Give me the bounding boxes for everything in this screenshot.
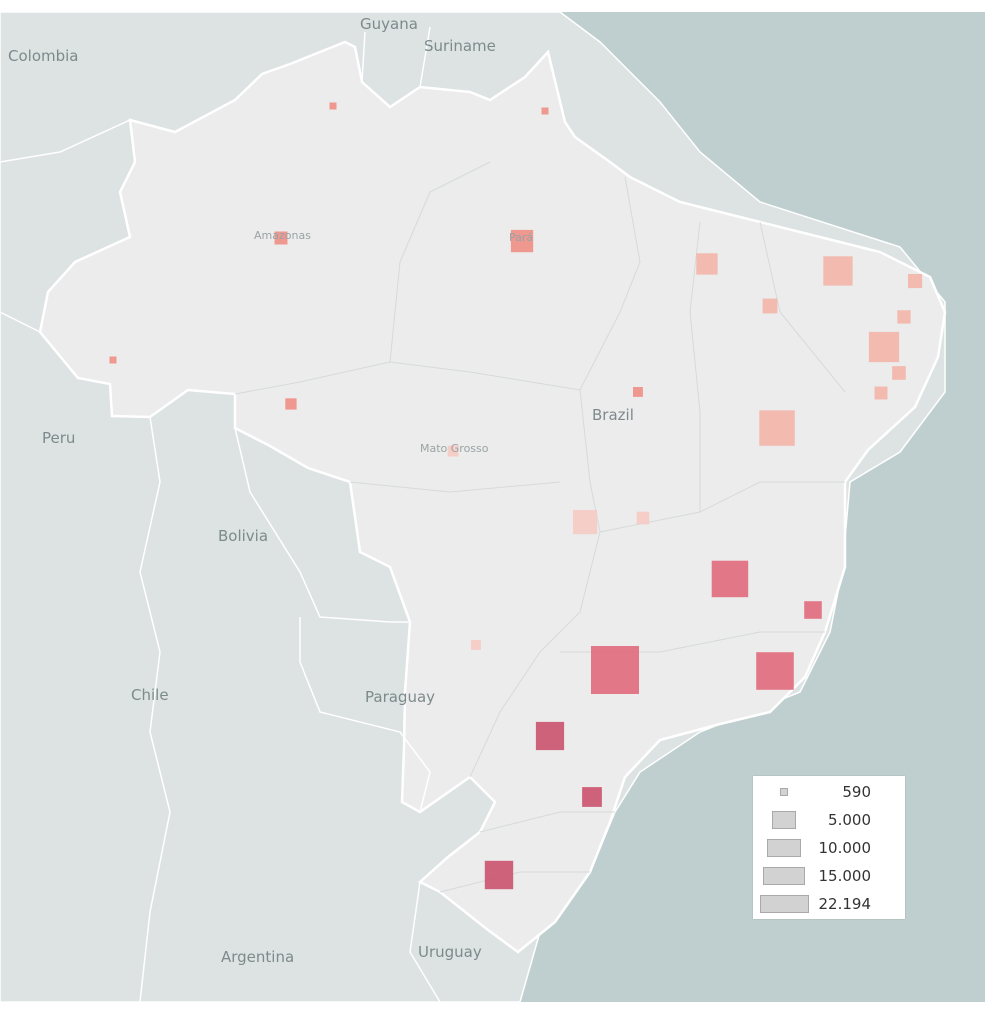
state-label-amazonas: Amazonas <box>254 229 311 242</box>
country-label-colombia: Colombia <box>8 47 79 65</box>
data-point-square[interactable] <box>573 510 598 535</box>
legend-label: 10.000 <box>818 839 872 857</box>
country-label-peru: Peru <box>42 429 75 447</box>
legend-swatch <box>772 811 796 829</box>
legend-row: 22.194 <box>753 890 905 918</box>
data-point-square[interactable] <box>329 102 337 110</box>
legend-label: 590 <box>842 783 871 801</box>
data-point-square[interactable] <box>447 445 459 457</box>
country-label-brazil: Brazil <box>592 406 634 424</box>
country-label-uruguay: Uruguay <box>418 943 482 961</box>
legend-swatch <box>763 867 805 885</box>
data-point-square[interactable] <box>762 298 778 314</box>
state-label-para: Pará <box>509 231 533 244</box>
data-point-square[interactable] <box>510 229 534 253</box>
country-borders <box>0 26 441 1002</box>
data-point-square[interactable] <box>804 601 822 619</box>
data-point-square[interactable] <box>897 310 911 324</box>
country-label-chile: Chile <box>131 686 169 704</box>
data-point-square[interactable] <box>759 410 795 446</box>
country-label-guyana: Guyana <box>360 15 418 33</box>
legend-label: 22.194 <box>818 895 872 913</box>
data-point-square[interactable] <box>908 274 923 289</box>
data-point-square[interactable] <box>756 652 794 690</box>
country-label-bolivia: Bolivia <box>218 527 268 545</box>
data-point-square[interactable] <box>892 366 906 380</box>
data-point-square[interactable] <box>285 398 297 410</box>
data-point-square[interactable] <box>484 860 514 890</box>
data-point-square[interactable] <box>591 646 639 694</box>
size-legend: 590 5.000 10.000 15.000 22.194 <box>753 776 905 919</box>
data-points-layer <box>109 102 923 890</box>
country-label-paraguay: Paraguay <box>365 688 435 706</box>
data-point-square[interactable] <box>696 253 718 275</box>
data-point-square[interactable] <box>541 107 549 115</box>
data-point-square[interactable] <box>711 560 749 598</box>
data-point-square[interactable] <box>823 256 853 286</box>
data-point-square[interactable] <box>868 331 900 363</box>
legend-label: 5.000 <box>828 811 871 829</box>
map-canvas[interactable]: Colombia Guyana Suriname Peru Bolivia Ch… <box>0 12 985 1002</box>
legend-swatch <box>767 839 801 857</box>
data-point-square[interactable] <box>471 640 481 650</box>
data-point-square[interactable] <box>874 386 888 400</box>
data-point-square[interactable] <box>633 387 643 397</box>
legend-label: 15.000 <box>818 867 872 885</box>
country-label-argentina: Argentina <box>221 948 294 966</box>
legend-row: 590 <box>753 778 905 806</box>
data-point-square[interactable] <box>535 721 565 751</box>
data-point-square[interactable] <box>582 787 602 807</box>
legend-swatch <box>780 788 788 796</box>
legend-row: 15.000 <box>753 862 905 890</box>
legend-row: 5.000 <box>753 806 905 834</box>
data-point-square[interactable] <box>636 511 650 525</box>
legend-swatch <box>760 895 809 913</box>
data-point-square[interactable] <box>109 356 117 364</box>
country-label-suriname: Suriname <box>424 37 496 55</box>
state-label-mato-grosso: Mato Grosso <box>420 442 489 455</box>
brazil-landmass <box>38 40 947 954</box>
legend-row: 10.000 <box>753 834 905 862</box>
data-point-square[interactable] <box>274 231 288 245</box>
